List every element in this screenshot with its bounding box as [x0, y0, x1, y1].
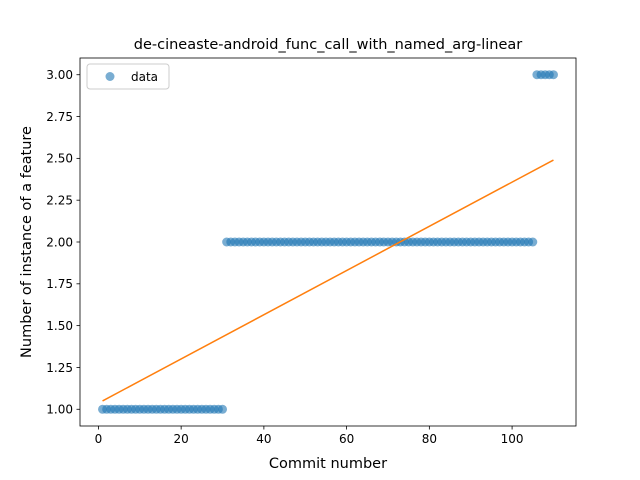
y-tick-label: 3.00 [46, 68, 73, 82]
data-point [548, 70, 558, 80]
y-tick-label: 1.25 [46, 361, 73, 375]
y-tick-label: 1.50 [46, 319, 73, 333]
y-tick-label: 1.75 [46, 277, 73, 291]
x-tick-label: 60 [339, 432, 354, 446]
y-axis-label: Number of instance of a feature [19, 126, 35, 358]
y-tick-label: 2.00 [46, 235, 73, 249]
x-tick-label: 20 [174, 432, 189, 446]
fit-line [102, 159, 554, 402]
y-tick-label: 2.25 [46, 193, 73, 207]
plot-area [98, 70, 558, 414]
legend: data [86, 63, 170, 90]
axes: 0 20 40 60 80 100 1.00 1.25 1.50 1.75 2.00 2.25 2.50… [46, 57, 577, 446]
x-tick-label: 80 [422, 432, 437, 446]
y-tick-label: 1.00 [46, 403, 73, 417]
y-tick-label: 2.50 [46, 152, 73, 166]
data-point [218, 404, 228, 414]
x-tick-label: 0 [95, 432, 103, 446]
data-point [528, 237, 538, 247]
x-tick-label: 100 [501, 432, 524, 446]
legend-label-data: data [131, 70, 158, 84]
chart-title: de-cineaste-android_func_call_with_named… [134, 37, 523, 53]
x-tick-label: 40 [256, 432, 271, 446]
legend-marker-data [105, 72, 115, 81]
y-tick-label: 2.75 [46, 110, 73, 124]
legend-box [86, 63, 170, 90]
x-axis-label: Commit number [269, 456, 387, 472]
